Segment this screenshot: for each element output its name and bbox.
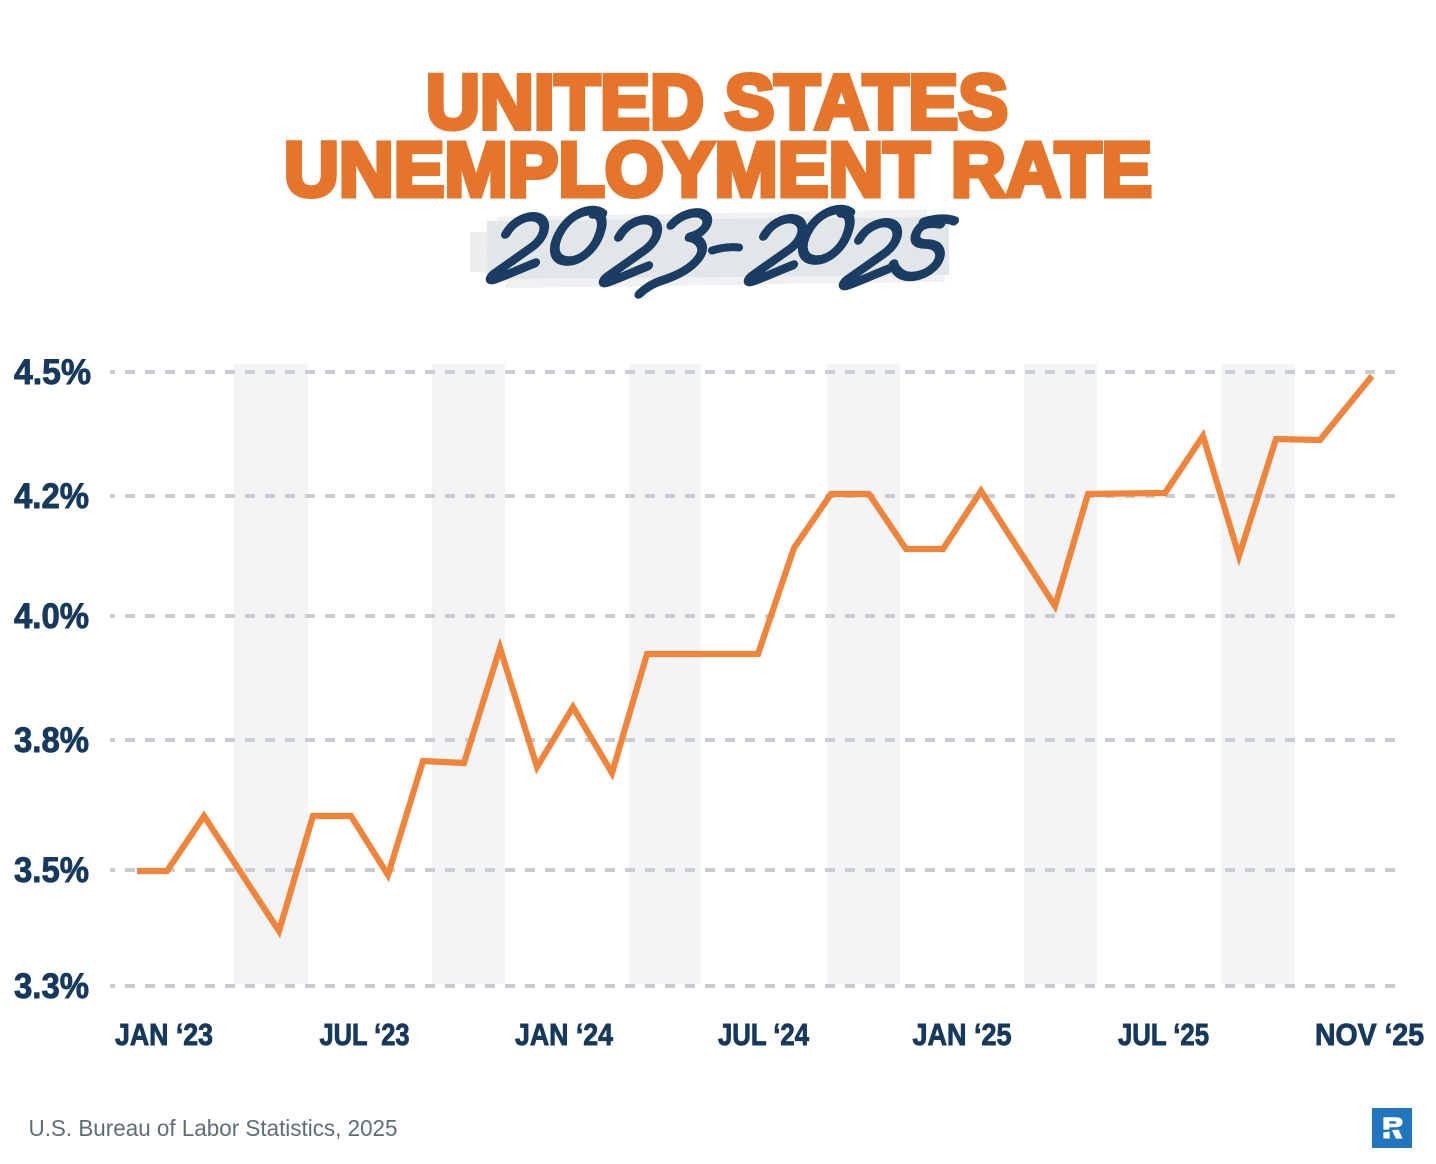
svg-text:UNEMPLOYMENT RATE: UNEMPLOYMENT RATE [284,127,1152,213]
svg-text:4.0%: 4.0% [14,597,89,636]
svg-text:4.5%: 4.5% [14,353,91,392]
svg-text:3.8%: 3.8% [14,721,89,760]
svg-text:NOV ‘25: NOV ‘25 [1315,1017,1424,1052]
svg-text:JUL ‘24: JUL ‘24 [718,1017,809,1052]
svg-text:JAN ‘23: JAN ‘23 [115,1017,213,1052]
svg-text:JAN ‘25: JAN ‘25 [913,1017,1012,1052]
svg-text:JUL ‘23: JUL ‘23 [320,1017,410,1052]
svg-text:4.2%: 4.2% [14,477,89,516]
svg-text:JUL ‘25: JUL ‘25 [1118,1017,1209,1052]
svg-text:U.S. Bureau of Labor Statistic: U.S. Bureau of Labor Statistics, 2025 [29,1115,398,1141]
svg-text:3.5%: 3.5% [14,851,89,890]
svg-text:JAN ‘24: JAN ‘24 [515,1017,613,1052]
svg-text:3.3%: 3.3% [14,967,89,1006]
svg-text:UNITED STATES: UNITED STATES [426,60,1008,146]
